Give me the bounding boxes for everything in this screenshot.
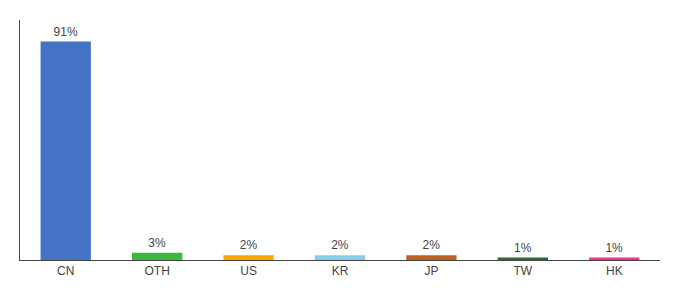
svg-text:91%: 91%	[54, 25, 78, 39]
svg-text:2%: 2%	[240, 238, 258, 252]
svg-text:OTH: OTH	[144, 264, 169, 278]
svg-text:1%: 1%	[514, 241, 532, 255]
svg-text:HK: HK	[606, 264, 623, 278]
svg-text:JP: JP	[424, 264, 438, 278]
svg-text:3%: 3%	[148, 236, 166, 250]
svg-text:2%: 2%	[423, 238, 441, 252]
svg-text:2%: 2%	[331, 238, 349, 252]
svg-text:US: US	[240, 264, 257, 278]
svg-text:1%: 1%	[605, 241, 623, 255]
svg-text:KR: KR	[332, 264, 349, 278]
svg-text:TW: TW	[514, 264, 533, 278]
svg-text:CN: CN	[57, 264, 74, 278]
